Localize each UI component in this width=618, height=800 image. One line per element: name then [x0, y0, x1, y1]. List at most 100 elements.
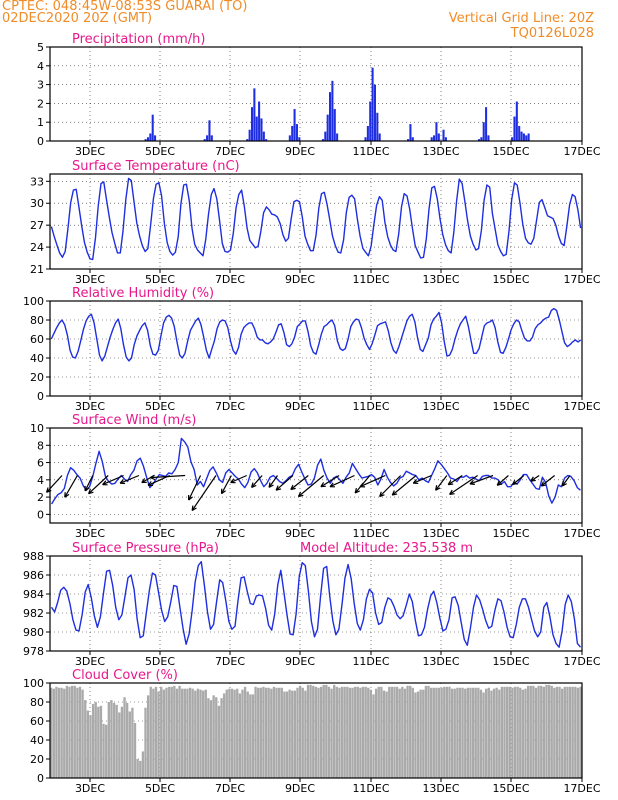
wind-ytick-label: 0: [37, 508, 44, 521]
header-location: CPTEC: 048:45W-08:53S GUARAI (TO): [2, 0, 248, 14]
cloud-cover-bar: [112, 702, 116, 778]
cloud-cover-bar: [291, 690, 294, 778]
precipitation-bar: [409, 124, 412, 141]
cloud-cover-bar: [395, 686, 399, 778]
wind-arrow-head: [275, 485, 279, 491]
pressure-xtick-label: 9DEC: [285, 655, 315, 668]
cloud-cover-bar: [126, 702, 129, 778]
wind-arrow: [188, 475, 202, 501]
precipitation-bar: [366, 125, 369, 141]
wind-ytick-label: 4: [37, 474, 44, 487]
precipitation-bar: [522, 133, 525, 141]
model-altitude: Model Altitude: 235.538 m: [300, 541, 473, 556]
cloud-cover-bar: [390, 686, 394, 778]
wind-xtick-label: 17DEC: [563, 527, 600, 540]
cloud-cover-bar: [86, 710, 90, 778]
cloud-cover-bar: [385, 691, 388, 778]
cloud-cover-bar: [338, 687, 341, 778]
cloud-cover-bar: [110, 700, 113, 778]
pressure-ytick-label: 986: [23, 569, 44, 582]
precipitation-xtick-label: 17DEC: [563, 145, 600, 158]
wind-arrow-head: [512, 482, 518, 486]
humidity-xtick-label: 7DEC: [215, 400, 245, 413]
wind-arrow-head: [469, 483, 475, 486]
wind-arrow-head: [354, 490, 360, 494]
humidity-xtick-label: 15DEC: [492, 400, 529, 413]
wind-arrow-head: [88, 488, 91, 494]
cloud-cover-bar: [136, 759, 139, 778]
cloud-cover-bar: [498, 689, 501, 778]
cloud-cover-bar: [312, 685, 315, 778]
wind-arrow-head: [541, 484, 547, 487]
wind-arrow-head: [449, 493, 455, 495]
header-model-id: TQ0126L028: [510, 26, 594, 41]
cloud-cover-bar: [453, 688, 456, 778]
wind-arrow-head: [540, 481, 545, 487]
precipitation-bar: [407, 139, 410, 141]
cloud-cover-bar: [309, 684, 312, 778]
humidity-frame: [49, 300, 583, 397]
humidity-xtick-label: 5DEC: [145, 400, 175, 413]
wind-arrow: [530, 475, 540, 482]
cloud-cover-bar: [422, 689, 425, 778]
precipitation-frame: [49, 46, 583, 142]
precipitation-bar: [336, 133, 339, 141]
wind-arrow-head: [268, 482, 271, 488]
pressure-ytick-label: 978: [23, 645, 44, 658]
wind-arrow-head: [412, 479, 418, 484]
cloud-cover-ytick-label: 0: [37, 772, 44, 785]
pressure-xtick-label: 13DEC: [422, 655, 459, 668]
cloud-cover-bar: [369, 689, 373, 778]
cloud-cover-bar: [437, 687, 441, 778]
precipitation-ytick-label: 1: [37, 116, 44, 129]
cloud-cover-bar: [57, 687, 61, 778]
precipitation-bar: [248, 129, 251, 141]
wind-arrow: [540, 475, 555, 487]
precipitation-xtick-label: 7DEC: [215, 145, 245, 158]
cloud-cover-bar: [534, 687, 538, 778]
precipitation-bar: [144, 139, 147, 141]
cloud-cover-bar: [257, 687, 260, 778]
humidity-ytick-label: 40: [30, 352, 44, 365]
wind-frame: [49, 427, 583, 524]
cloud-cover-bar: [209, 700, 213, 778]
wind-xtick-label: 7DEC: [215, 527, 245, 540]
wind-arrow-head: [141, 478, 146, 483]
precipitation-xtick-label: 11DEC: [352, 145, 389, 158]
precipitation-xtick-label: 13DEC: [422, 145, 459, 158]
cloud-cover-bar: [563, 686, 566, 778]
cloud-cover-bar: [521, 689, 525, 778]
cloud-cover-bar: [377, 686, 380, 778]
cloud-cover-bar: [409, 685, 412, 778]
wind-arrow: [221, 475, 232, 494]
precipitation-bar: [430, 137, 433, 141]
wind-arrow: [413, 474, 432, 484]
precipitation-bar: [206, 135, 209, 141]
cloud-cover-bar: [120, 706, 124, 778]
cloud-cover-bar: [553, 687, 556, 778]
wind-arrow-head: [448, 483, 454, 486]
precipitation-bar: [324, 131, 327, 141]
cloud-cover-bar: [503, 686, 506, 778]
temperature-ytick-label: 27: [30, 219, 44, 232]
precipitation-xtick-label: 15DEC: [492, 145, 529, 158]
wind-arrow: [298, 475, 325, 497]
cloud-cover-bar: [63, 688, 66, 778]
cloud-cover-bar: [361, 686, 365, 778]
cloud-cover-bar: [298, 685, 302, 778]
cloud-cover-bar: [508, 686, 511, 778]
cloud-cover-bar: [133, 722, 137, 778]
wind-arrow-head: [149, 477, 156, 481]
cloud-cover-bar: [416, 691, 420, 778]
cloud-cover-bar: [123, 697, 126, 778]
cloud-cover-bar: [354, 686, 357, 778]
wind-arrow-head: [354, 488, 357, 494]
wind-arrow-head: [188, 496, 193, 501]
cloud-cover-bar: [154, 686, 158, 778]
wind-ytick-label: 8: [37, 439, 44, 452]
humidity-line: [50, 307, 582, 362]
temperature-xtick-label: 9DEC: [285, 273, 315, 286]
cloud-cover-bar: [380, 686, 383, 778]
wind-arrow: [329, 474, 355, 488]
temperature-line: [50, 177, 582, 261]
